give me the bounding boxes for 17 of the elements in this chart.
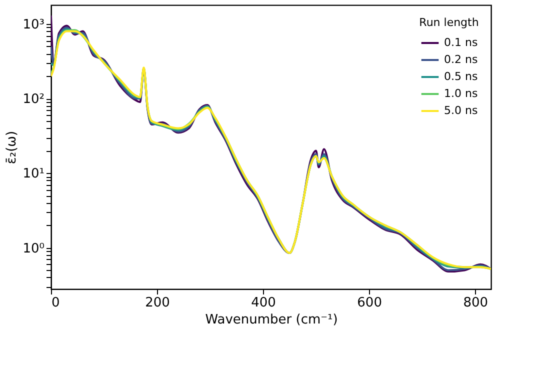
x-tick-label: 0 <box>52 296 60 310</box>
x-tick-label: 200 <box>145 296 170 310</box>
legend-label: 5.0 ns <box>444 104 478 117</box>
x-axis-title: Wavenumber (cm⁻¹) <box>205 312 338 328</box>
x-tick-label: 400 <box>251 296 276 310</box>
legend-label: 1.0 ns <box>444 87 478 100</box>
legend-label: 0.2 ns <box>444 53 478 66</box>
x-tick-label: 800 <box>463 296 488 310</box>
y-tick-label: 10¹ <box>22 166 44 182</box>
y-tick-label: 10³ <box>22 18 44 33</box>
x-tick-label: 600 <box>357 296 382 310</box>
legend-label: 0.1 ns <box>444 36 478 49</box>
y-tick-label: 10² <box>22 92 44 108</box>
legend-title: Run length <box>419 16 479 29</box>
y-axis-title: ε̄₂(ω) <box>4 130 20 164</box>
legend-label: 0.5 ns <box>444 70 478 83</box>
y-tick-label: 10⁰ <box>22 241 44 256</box>
